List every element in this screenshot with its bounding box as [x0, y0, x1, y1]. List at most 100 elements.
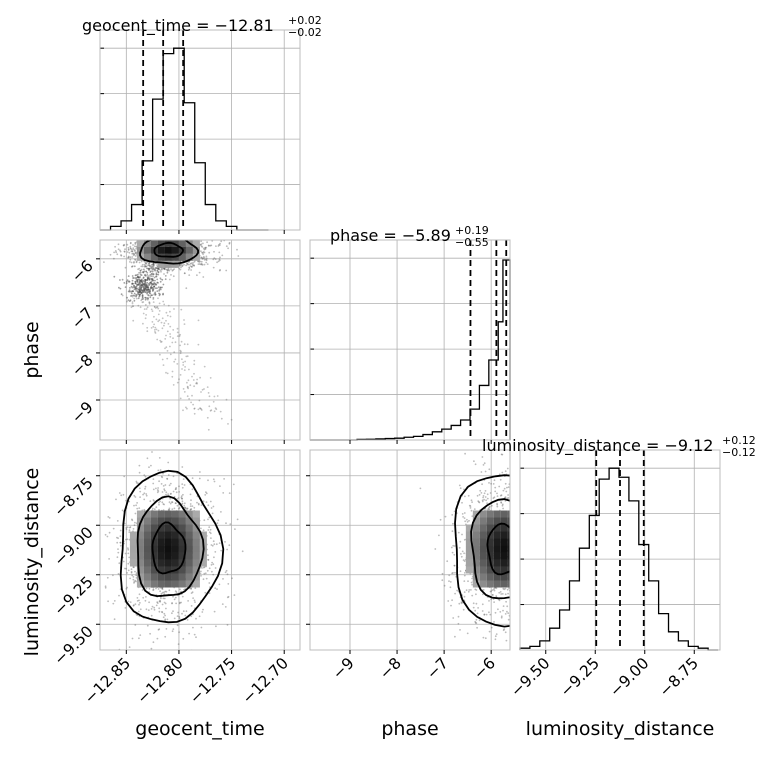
- density-cell: [164, 510, 172, 518]
- contour-line: [139, 240, 200, 265]
- contours-phase-luminosity_distance: [454, 474, 510, 628]
- density-cell: [150, 253, 158, 261]
- sample-point: [188, 368, 190, 371]
- sample-point: [531, 537, 533, 539]
- sample-point: [522, 609, 524, 611]
- sample-point: [514, 581, 516, 583]
- sample-point: [203, 388, 205, 390]
- sample-point: [513, 588, 515, 590]
- sample-point: [169, 335, 172, 338]
- sample-point: [112, 574, 114, 577]
- sample-point: [161, 587, 163, 590]
- sample-point: [107, 600, 109, 603]
- sample-point: [163, 597, 166, 600]
- sample-point: [507, 618, 510, 621]
- sample-point: [197, 263, 200, 265]
- sample-point: [434, 548, 437, 550]
- sample-point: [205, 492, 208, 495]
- sample-point: [150, 286, 152, 289]
- sample-point: [152, 588, 155, 591]
- sample-point: [198, 263, 201, 265]
- sample-point: [152, 279, 155, 282]
- sample-point: [113, 600, 116, 602]
- sample-point: [132, 604, 135, 607]
- sample-point: [232, 483, 235, 486]
- sample-point: [514, 606, 516, 608]
- density-cell: [536, 553, 543, 560]
- sample-point: [204, 572, 207, 575]
- sample-point: [152, 325, 155, 328]
- sample-point: [179, 333, 182, 336]
- sample-point: [528, 551, 530, 553]
- sample-point: [200, 245, 203, 248]
- density-cell: [529, 539, 536, 546]
- sample-point: [453, 553, 456, 556]
- density-cell: [515, 574, 522, 581]
- sample-point: [521, 553, 523, 555]
- sample-point: [468, 519, 470, 522]
- sample-point: [116, 253, 119, 256]
- sample-point: [555, 536, 557, 538]
- sample-point: [172, 238, 174, 240]
- sample-point: [504, 482, 507, 485]
- density-cell: [157, 253, 165, 261]
- sample-point: [145, 308, 148, 310]
- density-cell: [472, 531, 480, 539]
- sample-point: [518, 554, 520, 556]
- sample-point: [170, 222, 172, 224]
- sample-point: [516, 543, 518, 545]
- sample-point: [212, 400, 215, 403]
- sample-point: [132, 248, 135, 251]
- sample-point: [108, 517, 111, 519]
- sample-point: [522, 548, 524, 550]
- sample-point: [164, 338, 167, 340]
- sample-point: [161, 317, 164, 320]
- density-cell: [143, 580, 151, 588]
- sample-point: [541, 505, 543, 507]
- sample-point: [148, 301, 151, 304]
- sample-point: [527, 572, 529, 574]
- sample-point: [198, 477, 201, 480]
- sample-point: [515, 515, 517, 517]
- sample-point: [129, 245, 132, 248]
- sample-point: [152, 297, 155, 299]
- sample-point: [212, 258, 215, 261]
- sample-point: [484, 637, 487, 640]
- sample-point: [167, 234, 169, 236]
- sample-point: [224, 571, 227, 574]
- sample-point: [132, 277, 134, 279]
- sample-point: [481, 499, 484, 502]
- density-cell: [472, 538, 480, 546]
- sample-point: [195, 232, 197, 234]
- sample-point: [104, 586, 107, 589]
- sample-point: [203, 258, 206, 261]
- sample-point: [157, 282, 159, 284]
- sample-point: [164, 619, 167, 622]
- sample-point: [160, 321, 163, 324]
- sample-point: [189, 238, 191, 240]
- sample-point: [176, 335, 179, 337]
- sample-point: [493, 587, 496, 589]
- sample-point: [137, 610, 140, 613]
- sample-point: [155, 328, 158, 331]
- sample-point: [180, 601, 183, 604]
- sample-point: [451, 514, 454, 516]
- sample-point: [183, 323, 186, 325]
- sample-point: [145, 587, 148, 590]
- sample-point: [179, 236, 181, 238]
- sample-point: [198, 237, 200, 239]
- sample-point: [193, 260, 196, 263]
- sample-point: [525, 526, 527, 528]
- sample-point: [516, 588, 518, 590]
- sample-point: [202, 566, 205, 569]
- sample-point: [531, 521, 533, 523]
- sample-point: [223, 478, 226, 480]
- sample-point: [532, 579, 534, 581]
- sample-point: [213, 257, 216, 259]
- sample-point: [125, 527, 128, 529]
- sample-point: [178, 491, 181, 493]
- sample-point: [525, 526, 527, 528]
- sample-point: [141, 298, 144, 301]
- sample-point: [213, 543, 216, 546]
- sample-point: [113, 618, 116, 621]
